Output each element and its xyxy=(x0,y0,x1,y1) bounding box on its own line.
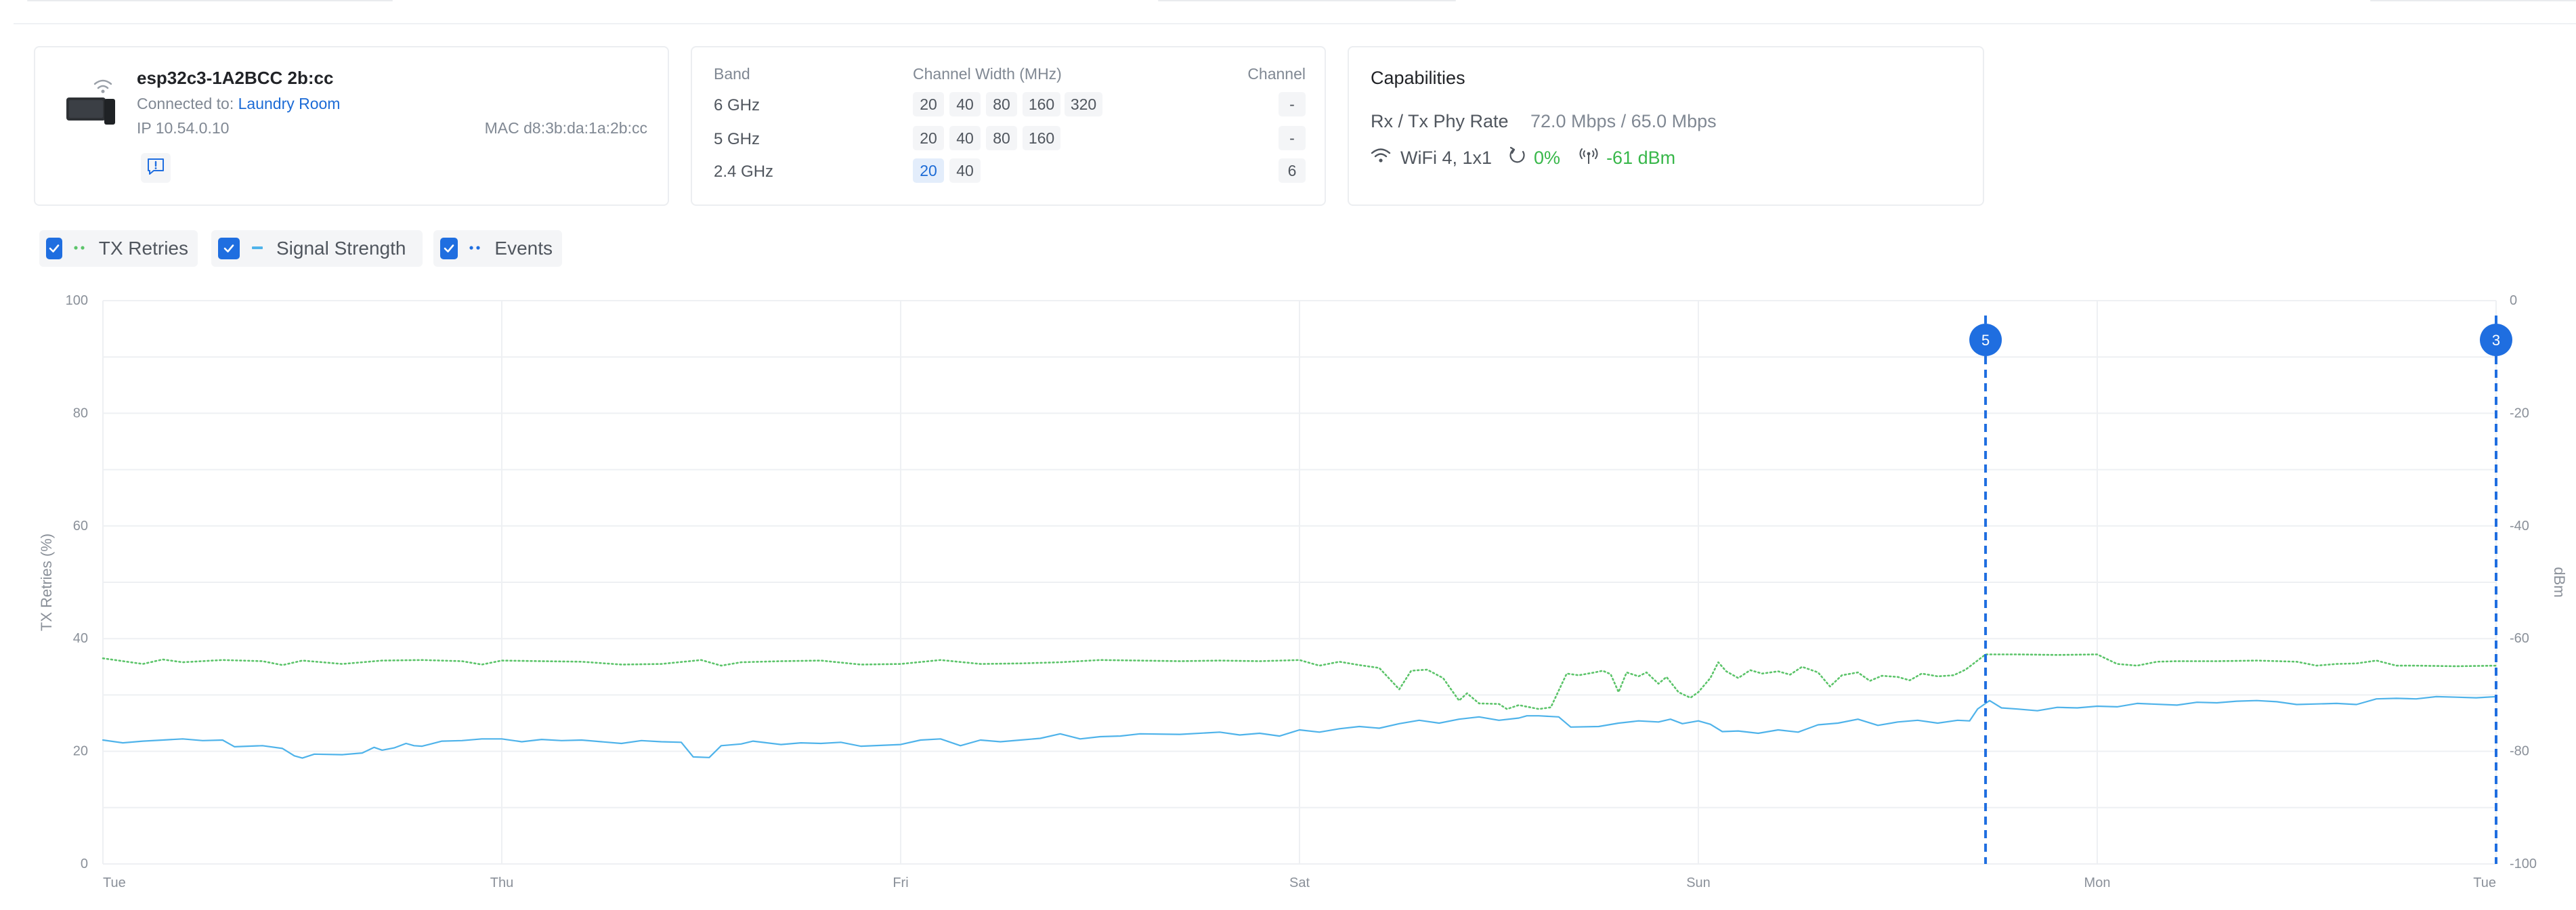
width-chip: 40 xyxy=(949,158,981,183)
width-chip: 80 xyxy=(986,92,1017,116)
legend-toggle-events[interactable]: Events xyxy=(433,230,562,267)
device-mac: MAC d8:3b:da:1a:2b:cc xyxy=(484,119,647,137)
x-tick-label: Fri xyxy=(893,875,908,890)
event-marker xyxy=(1969,324,2002,356)
chat-alert-icon xyxy=(146,156,166,180)
y-axis-label-left: TX Retries (%) xyxy=(38,534,55,631)
device-card: esp32c3-1A2BCC 2b:cc Connected to: Laund… xyxy=(34,46,669,206)
radio-card: Band Channel Width (MHz) Channel 6 GHz 2… xyxy=(691,46,1326,206)
y-tick-right: -40 xyxy=(2510,519,2529,534)
channel-value: 6 xyxy=(1279,158,1306,183)
legend-toggle-tx-retries[interactable]: TX Retries xyxy=(39,230,198,267)
y-tick-left: 100 xyxy=(66,293,88,308)
top-bar-fragment xyxy=(27,0,393,1)
device-wifi-icon xyxy=(65,74,119,129)
width-chip: 20 xyxy=(913,126,944,150)
y-tick-left: 0 xyxy=(81,857,88,871)
divider xyxy=(14,23,2576,24)
device-connection: Connected to: Laundry Room xyxy=(137,95,340,113)
y-tick-right: -80 xyxy=(2510,744,2529,759)
y-tick-left: 20 xyxy=(73,744,88,759)
event-count-label: 5 xyxy=(1981,332,1990,349)
signal-strength-swatch xyxy=(251,242,264,255)
signal-strength-value: -61 dBm xyxy=(1606,147,1676,168)
check-icon xyxy=(46,238,62,259)
check-icon xyxy=(218,238,240,259)
y-tick-right: 0 xyxy=(2510,293,2517,308)
tx-retries-swatch xyxy=(73,242,87,255)
tx-retries-line xyxy=(102,653,2497,710)
legend-label: Events xyxy=(494,238,553,259)
width-chip-active: 20 xyxy=(913,158,944,183)
y-tick-left: 80 xyxy=(73,406,88,420)
y-tick-left: 40 xyxy=(73,631,88,646)
x-tick-label: Tue xyxy=(2473,875,2496,890)
width-chip: 80 xyxy=(986,126,1017,150)
device-name: esp32c3-1A2BCC 2b:cc xyxy=(137,68,334,88)
channel-value: - xyxy=(1279,92,1306,116)
wifi-icon xyxy=(1371,147,1391,169)
tx-signal-chart: 0 20 40 60 80 100 0 -20 -40 -60 -80 -100 Tue Thu Fri Sa… xyxy=(38,293,2568,890)
channel-value: - xyxy=(1279,126,1306,150)
top-bar-fragment xyxy=(2370,0,2576,1)
band-label: 6 GHz xyxy=(714,96,760,114)
retry-icon xyxy=(1508,146,1527,170)
capabilities-card: Capabilities Rx / Tx Phy Rate 72.0 Mbps … xyxy=(1348,46,1984,206)
antenna-signal-icon xyxy=(1578,146,1600,170)
band-header: Band xyxy=(714,65,750,83)
channel-header: Channel xyxy=(1247,65,1306,83)
capabilities-status-row: WiFi 4, 1x1 0% -61 dBm xyxy=(1371,146,1693,169)
legend-label: Signal Strength xyxy=(276,238,406,259)
width-chip: 320 xyxy=(1065,92,1102,116)
x-tick-label: Mon xyxy=(2084,875,2111,890)
retry-rate-value: 0% xyxy=(1534,147,1561,168)
legend-toggle-signal-strength[interactable]: Signal Strength xyxy=(211,230,423,267)
band-label: 5 GHz xyxy=(714,130,760,148)
wifi-standard: WiFi 4, 1x1 xyxy=(1400,147,1493,168)
y-tick-left: 60 xyxy=(73,519,88,534)
y-tick-right: -60 xyxy=(2510,631,2529,646)
width-chip: 20 xyxy=(913,92,944,116)
report-button[interactable] xyxy=(141,153,171,183)
capabilities-title: Capabilities xyxy=(1371,68,1465,88)
legend-label: TX Retries xyxy=(98,238,188,259)
width-chip: 160 xyxy=(1023,92,1060,116)
y-tick-right: -100 xyxy=(2510,857,2537,871)
x-tick-label: Sun xyxy=(1686,875,1711,890)
band-label: 2.4 GHz xyxy=(714,162,774,181)
event-marker xyxy=(2480,324,2512,356)
width-chip: 40 xyxy=(949,92,981,116)
x-tick-label: Sat xyxy=(1289,875,1310,890)
check-icon xyxy=(440,238,458,259)
top-bar-fragment xyxy=(1158,0,1456,1)
width-chip: 40 xyxy=(949,126,981,150)
connected-label: Connected to: xyxy=(137,95,234,112)
phy-rate-value: 72.0 Mbps / 65.0 Mbps xyxy=(1530,111,1717,131)
phy-rate-label: Rx / Tx Phy Rate xyxy=(1371,111,1509,131)
width-chip: 160 xyxy=(1023,126,1060,150)
signal-strength-line xyxy=(102,695,2497,759)
x-tick-label: Tue xyxy=(103,875,126,890)
channel-width-header: Channel Width (MHz) xyxy=(913,65,1062,83)
x-tick-label: Thu xyxy=(490,875,513,890)
y-tick-right: -20 xyxy=(2510,406,2529,420)
event-count-label: 3 xyxy=(2492,332,2500,349)
connected-ap-link[interactable]: Laundry Room xyxy=(238,95,341,112)
device-ip: IP 10.54.0.10 xyxy=(137,119,230,137)
events-swatch xyxy=(469,242,482,255)
y-axis-label-right: dBm xyxy=(2551,567,2568,597)
